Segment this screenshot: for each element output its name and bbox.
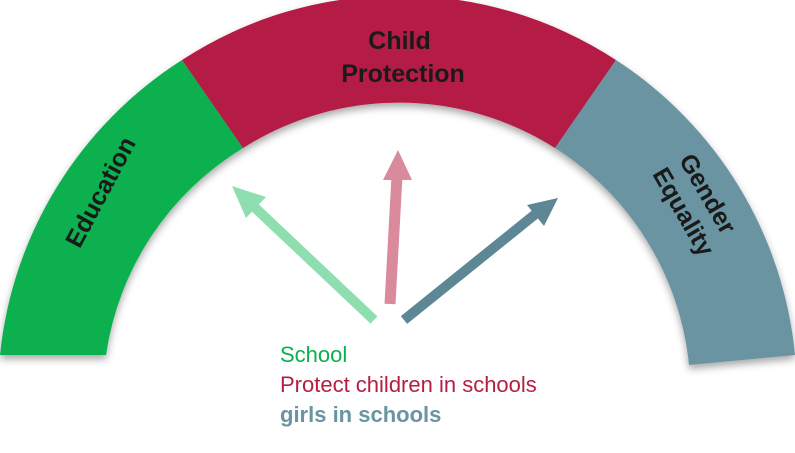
legend-school: School [280, 342, 348, 367]
legend-protect-children: Protect children in schools [280, 372, 537, 397]
legend: School Protect children in schools girls… [280, 340, 537, 430]
child-protection-label: Child Protection [341, 27, 465, 88]
child-protection-segment [182, 0, 616, 148]
arrow-child-protection [383, 150, 412, 305]
legend-girls-in-schools: girls in schools [280, 402, 442, 427]
education-segment [0, 60, 243, 355]
arrow-gender-equality [400, 198, 558, 324]
child-protection-label-line2: Protection [341, 60, 465, 88]
arrow-education [232, 186, 378, 324]
gender-equality-segment [555, 60, 795, 365]
child-protection-label-line1: Child [368, 27, 431, 55]
